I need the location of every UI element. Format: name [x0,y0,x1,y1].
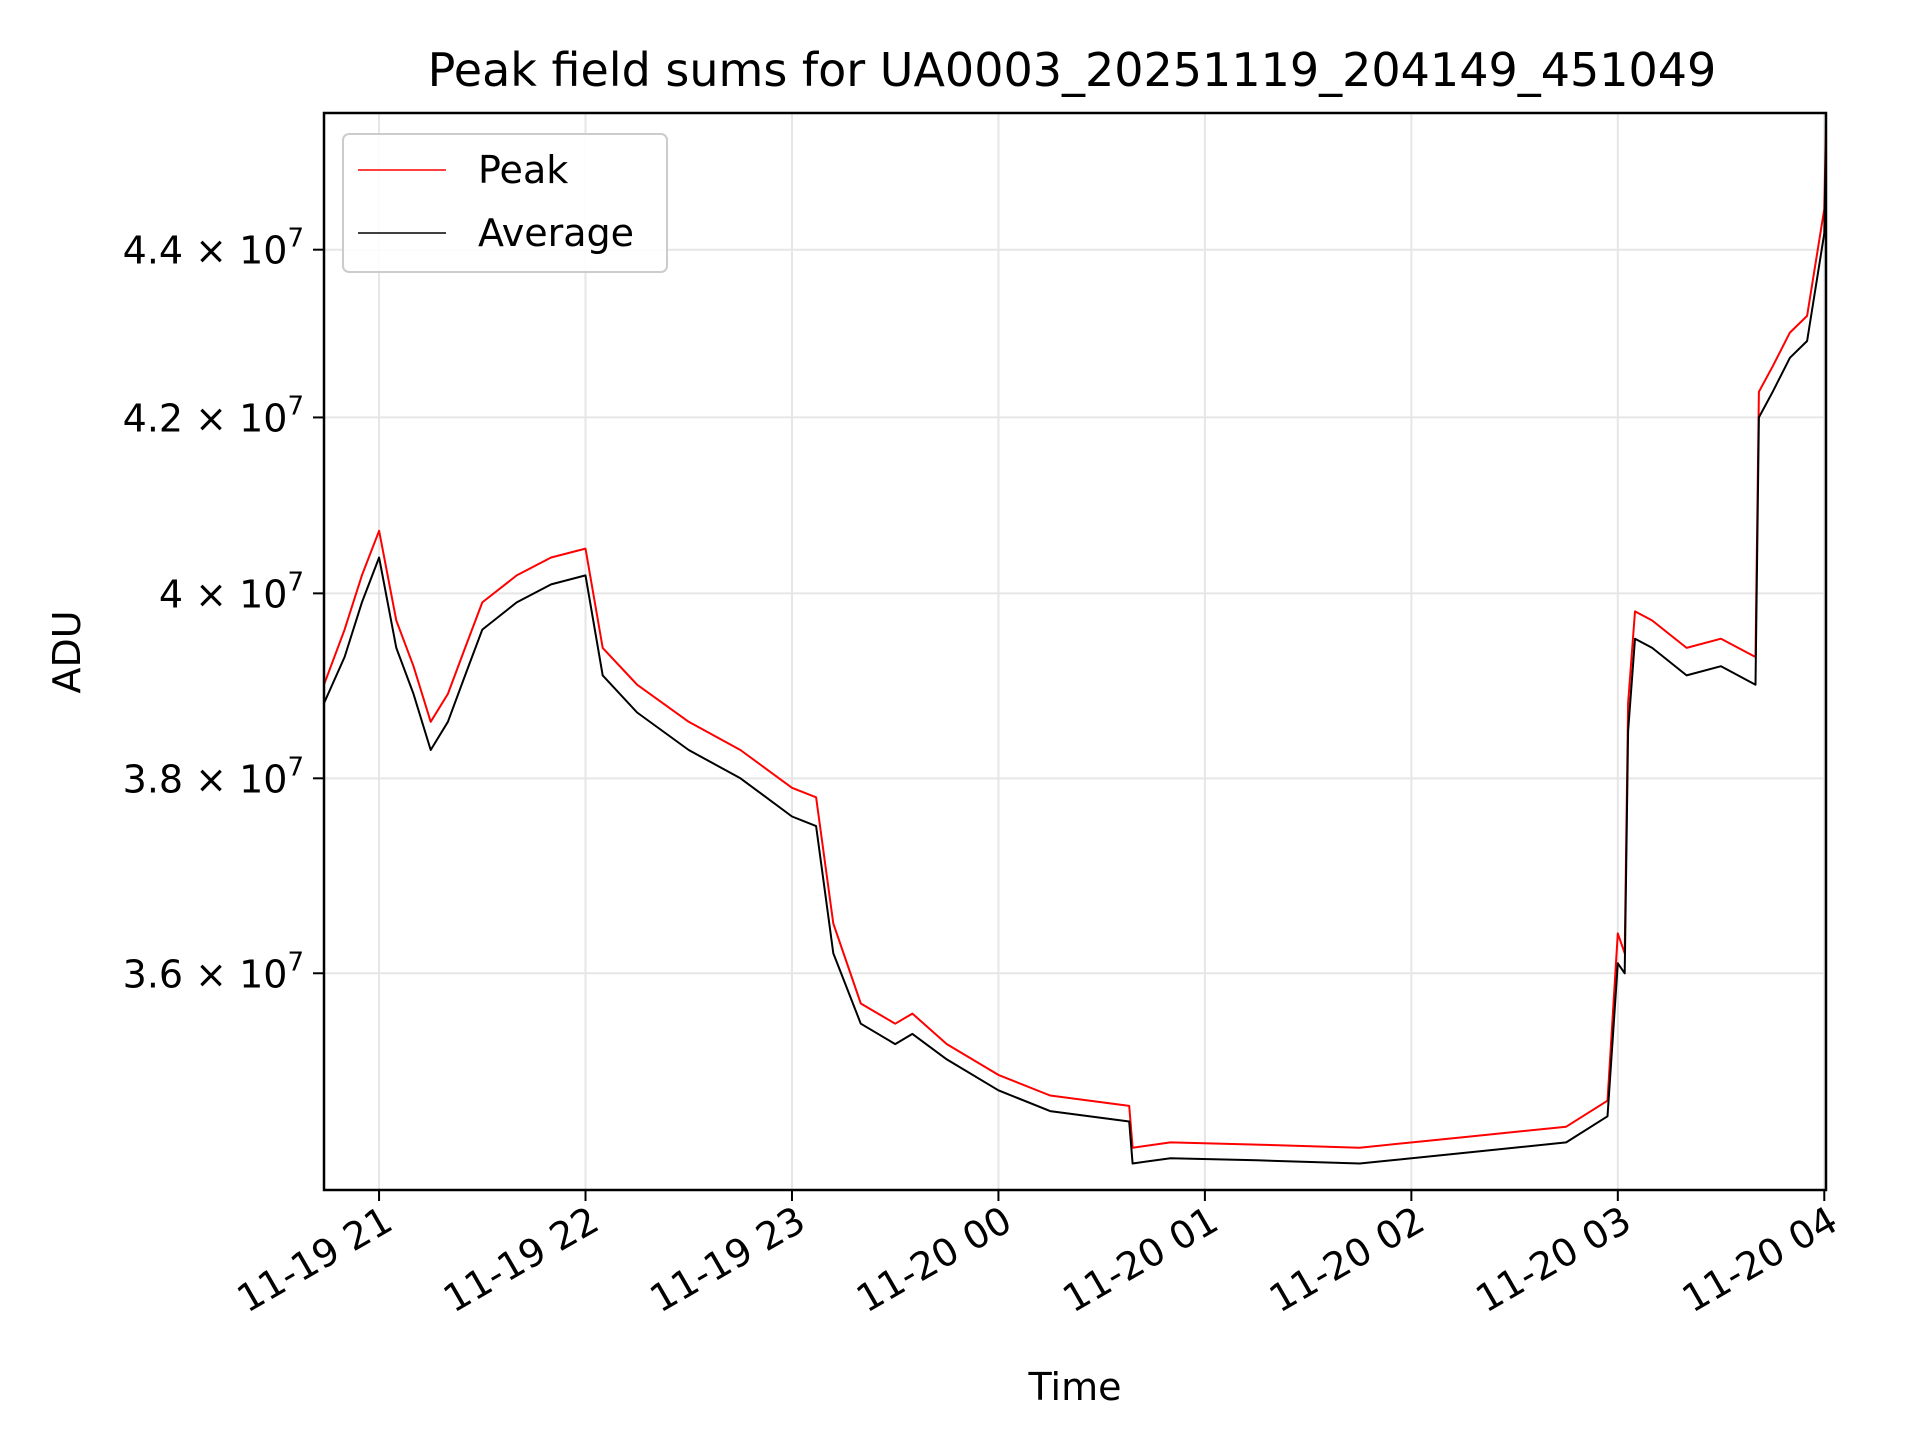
y-axis-ticks: 3.6 × 107 3.8 × 107 4 × 107 4.2 × 107 4.4 × … [123,224,324,996]
series-lines [324,120,1826,1165]
legend-box [342,133,668,273]
legend-label-average: Average [478,211,634,255]
plot-area-frame [322,111,1828,1192]
grid-lines [324,113,1826,1190]
y-tick-label: 4.2 × 107 [123,391,304,440]
chart-title: Peak field sums for UA0003_20251119_2041… [428,43,1717,97]
x-axis-label: Time [1028,1365,1122,1409]
y-tick-label: 3.6 × 107 [123,947,304,996]
series-line-peak [324,120,1826,1149]
y-axis-label: ADU [45,610,89,693]
y-tick-label: 4 × 107 [159,567,304,616]
y-tick-label: 3.8 × 107 [123,752,304,801]
legend-label-peak: Peak [478,148,568,192]
series-line-average [324,136,1826,1165]
legend: Peak Average [342,133,668,273]
y-tick-label: 4.4 × 107 [123,224,304,273]
